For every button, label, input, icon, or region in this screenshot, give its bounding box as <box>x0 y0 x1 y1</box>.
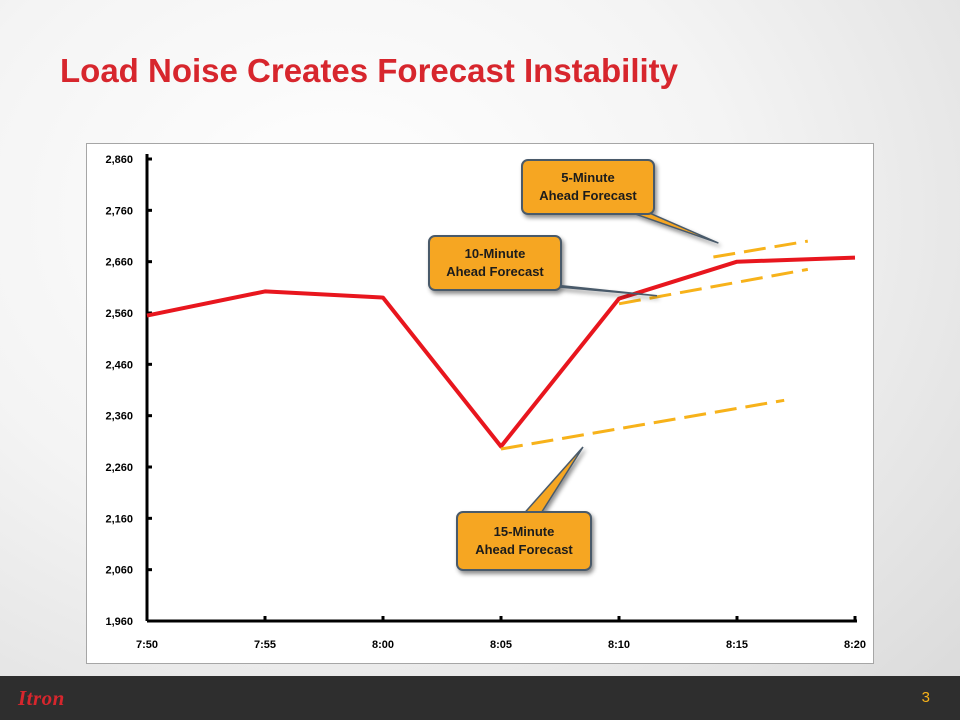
page-number: 3 <box>921 689 930 706</box>
callout-layer: 5-Minute Ahead Forecast 10-Minute Ahead For… <box>428 159 719 571</box>
callout-5-minute: 5-Minute Ahead Forecast <box>521 159 719 244</box>
axes: 1,960 2,060 2,160 2,260 2,360 2,460 2,560 2,660… <box>105 154 866 651</box>
y-tick-label: 2,460 <box>105 359 133 371</box>
itron-logo: Itron <box>18 686 65 710</box>
callout-15-minute: 15-Minute Ahead Forecast <box>456 446 592 571</box>
y-tick-label: 2,260 <box>105 462 133 474</box>
y-tick-label: 2,760 <box>105 205 133 217</box>
series-forecast-15-line <box>500 398 785 451</box>
y-tick-label: 2,660 <box>105 257 133 269</box>
callout-text-line: 15-Minute <box>494 524 555 539</box>
callout-pointer <box>518 446 584 519</box>
x-tick-label: 8:15 <box>726 639 748 651</box>
y-tick-label: 1,960 <box>105 616 133 628</box>
slide-title: Load Noise Creates Forecast Instability <box>60 52 679 89</box>
callout-box <box>428 235 562 291</box>
x-tick-label: 7:55 <box>254 639 276 651</box>
y-tick-label: 2,160 <box>105 513 133 525</box>
callout-box <box>521 159 655 215</box>
series-forecast-10-line <box>618 267 809 306</box>
x-tick-label: 8:05 <box>490 639 512 651</box>
y-tick-label: 2,860 <box>105 154 133 166</box>
x-tick-label: 8:10 <box>608 639 630 651</box>
callout-text-line: 5-Minute <box>561 170 614 185</box>
y-tick-label: 2,060 <box>105 565 133 577</box>
callout-text-line: Ahead Forecast <box>446 264 544 279</box>
y-tick-label: 2,360 <box>105 411 133 423</box>
x-tick-label: 8:00 <box>372 639 394 651</box>
footer-bar: Itron 3 <box>0 676 960 720</box>
callout-text-line: Ahead Forecast <box>475 542 573 557</box>
x-tick-label: 8:20 <box>844 639 866 651</box>
callout-text-line: Ahead Forecast <box>539 188 637 203</box>
series-forecast-5-line <box>713 239 809 259</box>
callout-10-minute: 10-Minute Ahead Forecast <box>428 235 658 297</box>
y-tick-label: 2,560 <box>105 308 133 320</box>
line-chart: 1,960 2,060 2,160 2,260 2,360 2,460 2,560 2,660… <box>105 154 866 651</box>
chart-frame: 1,960 2,060 2,160 2,260 2,360 2,460 2,560 2,660… <box>86 143 874 664</box>
callout-text-line: 10-Minute <box>465 246 526 261</box>
callout-box <box>456 511 592 571</box>
series-layer <box>146 239 856 451</box>
x-tick-label: 7:50 <box>136 639 158 651</box>
